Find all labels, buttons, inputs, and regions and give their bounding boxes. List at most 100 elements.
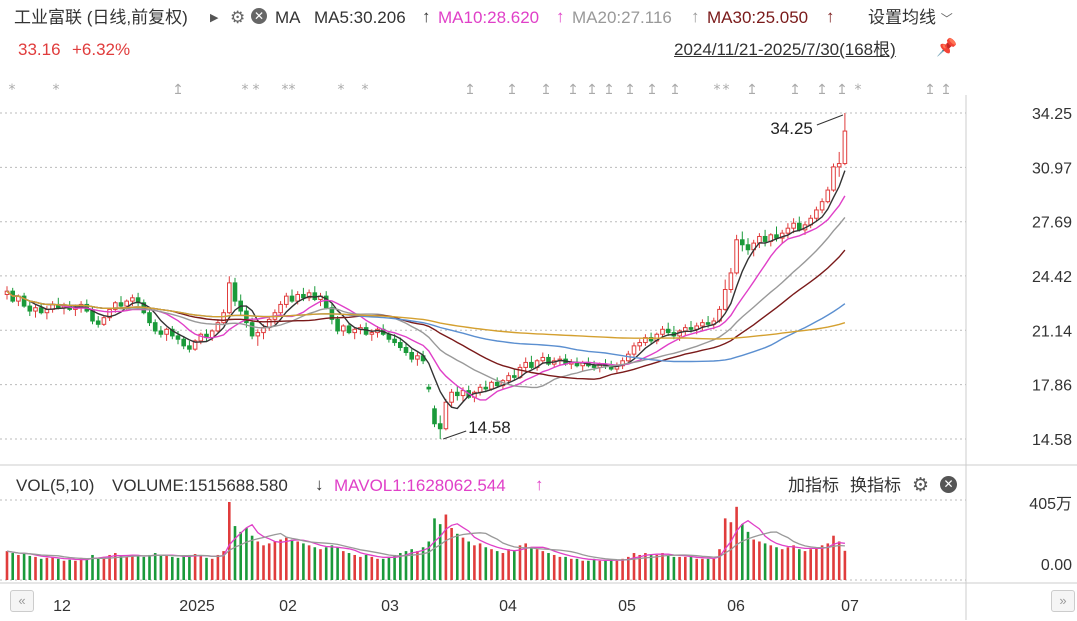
volume-bar xyxy=(131,554,134,580)
ma20-line xyxy=(6,216,846,389)
event-marker[interactable]: ↥ xyxy=(540,82,552,98)
volume-bar xyxy=(815,547,818,580)
high-arrow xyxy=(816,114,844,126)
candle-body xyxy=(118,302,124,307)
volume-bar xyxy=(279,539,282,580)
ma-settings-button[interactable]: 设置均线 ﹀ xyxy=(868,8,953,29)
pin-icon[interactable]: 📌 xyxy=(936,38,958,57)
volume-bar xyxy=(798,549,801,580)
volume-bar xyxy=(495,551,499,580)
event-marker[interactable]: ↥ xyxy=(669,82,681,98)
ma10-up-arrow-icon: ↑ xyxy=(556,7,565,26)
event-marker[interactable]: * xyxy=(242,82,249,98)
event-marker[interactable]: ↥ xyxy=(624,82,636,98)
event-marker[interactable]: * xyxy=(9,82,16,98)
volume-bar xyxy=(142,556,146,580)
volume-bar xyxy=(296,541,299,580)
event-marker[interactable]: * xyxy=(289,82,296,98)
candle-body xyxy=(836,163,842,168)
event-marker[interactable]: ↥ xyxy=(816,82,828,98)
event-marker[interactable]: ↥ xyxy=(603,82,615,98)
price-tick-label: 27.69 xyxy=(1032,215,1072,232)
ma5-line xyxy=(6,170,846,410)
candle-body xyxy=(494,381,500,387)
candle-body xyxy=(648,337,654,342)
event-marker[interactable]: * xyxy=(53,82,60,98)
ma5-label: MA5:30.206 xyxy=(314,8,406,27)
volume-bar xyxy=(28,555,32,580)
switch-indicator-button[interactable]: 换指标 xyxy=(850,476,901,495)
event-marker[interactable]: ↥ xyxy=(567,82,579,98)
event-marker[interactable]: * xyxy=(282,82,289,98)
volume-bar xyxy=(604,560,607,580)
event-marker[interactable]: ↥ xyxy=(940,82,952,98)
date-range[interactable]: 2024/11/21-2025/7/30(168根) xyxy=(674,40,896,59)
chevron-down-icon: ﹀ xyxy=(940,12,953,26)
volume-bar xyxy=(587,560,590,580)
event-marker[interactable]: ↥ xyxy=(836,82,848,98)
event-marker[interactable]: ↥ xyxy=(506,82,518,98)
volume-bar xyxy=(837,541,841,580)
event-marker[interactable]: ↥ xyxy=(586,82,598,98)
event-marker[interactable]: * xyxy=(253,82,260,98)
gear-icon[interactable]: ⚙ xyxy=(230,8,246,27)
candle-body xyxy=(437,423,443,430)
volume-close-icon[interactable]: ✕ xyxy=(940,476,957,493)
candle-body xyxy=(33,307,38,312)
volume-bar xyxy=(718,549,721,580)
event-marker[interactable]: * xyxy=(714,82,721,98)
volume-bar xyxy=(245,528,248,580)
stock-name[interactable]: 工业富联 (日线,前复权) xyxy=(14,8,188,27)
low-annotation: 14.58 xyxy=(468,418,511,437)
volume-bar xyxy=(570,558,573,580)
candle-body xyxy=(221,312,226,324)
candle-body xyxy=(312,292,318,300)
x-tick-label: 07 xyxy=(841,598,859,615)
event-marker[interactable]: ↥ xyxy=(789,82,801,98)
event-marker[interactable]: ↥ xyxy=(646,82,658,98)
event-marker[interactable]: * xyxy=(362,82,369,98)
play-triangle-icon[interactable]: ▶ xyxy=(210,12,219,24)
volume-bar xyxy=(564,556,567,580)
volume-bar xyxy=(649,554,653,580)
candle-body xyxy=(38,307,44,314)
volume-bar xyxy=(91,554,94,580)
volume-bar xyxy=(199,555,203,580)
volume-bar xyxy=(233,526,237,580)
scroll-right-button[interactable]: » xyxy=(1051,590,1075,612)
candle-body xyxy=(164,328,169,335)
volume-bar xyxy=(820,545,824,580)
close-icon[interactable]: ✕ xyxy=(251,8,267,24)
ma30-label: MA30:25.050 xyxy=(707,8,809,27)
volume-bar xyxy=(136,555,140,580)
volume-bar xyxy=(410,549,413,580)
volume-bar xyxy=(404,551,408,580)
ma-settings-label: 设置均线 xyxy=(868,8,936,27)
event-marker[interactable]: ↥ xyxy=(464,82,476,98)
candle-body xyxy=(506,375,511,382)
event-marker[interactable]: ↥ xyxy=(746,82,758,98)
volume-bar xyxy=(530,547,533,580)
candle-body xyxy=(187,345,192,350)
volume-bar xyxy=(678,556,681,580)
scroll-left-button[interactable]: « xyxy=(10,590,34,612)
event-marker[interactable]: ↥ xyxy=(924,82,936,98)
volume-gear-icon[interactable]: ⚙ xyxy=(912,475,930,496)
volume-bar xyxy=(575,558,579,580)
volume-bar xyxy=(632,553,636,580)
add-indicator-button[interactable]: 加指标 xyxy=(788,476,839,495)
event-marker[interactable]: ↥ xyxy=(172,82,184,98)
volume-bar xyxy=(609,559,613,580)
vol-indicator-label[interactable]: VOL(5,10) xyxy=(16,476,95,495)
volume-bar xyxy=(541,551,545,580)
volume-bar xyxy=(114,553,117,580)
event-marker[interactable]: * xyxy=(855,82,862,98)
candle-body xyxy=(785,227,791,234)
volume-bar xyxy=(250,535,254,580)
volume-bar xyxy=(467,541,470,580)
event-marker[interactable]: * xyxy=(723,82,730,98)
volume-down-arrow-icon: ↓ xyxy=(315,475,324,494)
volume-bar xyxy=(153,553,157,580)
event-marker[interactable]: * xyxy=(338,82,345,98)
